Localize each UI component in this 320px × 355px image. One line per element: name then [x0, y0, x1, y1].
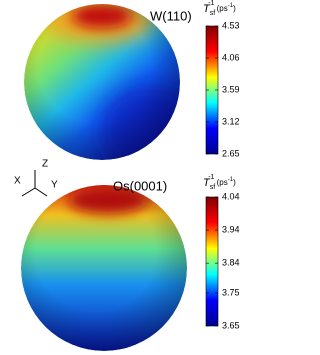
colorbar-label: Tsf -1 (ps-1) [203, 0, 236, 17]
colorbar-tick-label: 4.53 [222, 20, 240, 30]
colorbar-tick-label: 3.59 [222, 84, 240, 94]
colorbar-label-part: T [203, 3, 211, 15]
colorbar-label-part: sf [210, 184, 216, 191]
colorbar-label-part: -1 [208, 0, 214, 7]
panel-title: W(110) [150, 8, 192, 23]
colorbar-label-part: (ps [214, 4, 227, 13]
colorbar-label-part: -1 [228, 177, 234, 183]
colorbar-tick-label: 3.12 [222, 116, 240, 126]
colorbar-tick-label: 4.04 [222, 191, 240, 201]
sphere-top [24, 4, 180, 160]
colorbar-tick-label: 3.65 [222, 320, 240, 330]
colorbar-label-part: T [203, 177, 211, 189]
colorbar-tick-label: 4.06 [222, 52, 240, 62]
colorbar-label-part: (ps [214, 178, 227, 187]
colorbar-tick-label: 3.84 [222, 258, 240, 268]
axis-label-y: Y [51, 180, 58, 191]
axes-triad [21, 170, 48, 197]
colorbar-label-part: ) [233, 178, 236, 187]
colorbar-label-part: ) [233, 4, 236, 13]
colorbar-label-part: sf [210, 10, 216, 17]
panel-title: Os(0001) [113, 178, 167, 193]
colorbar-label-part: -1 [228, 3, 234, 9]
sphere-bottom [21, 185, 187, 351]
axis-label-z: Z [42, 159, 48, 170]
colorbar-tick-label: 3.75 [222, 287, 240, 297]
colorbar-tick-label: 2.65 [222, 148, 240, 158]
colorbar-tick-label: 3.94 [222, 224, 240, 234]
colorbar-label: Tsf -1 (ps-1) [203, 174, 236, 191]
colorbar-label-part: -1 [208, 174, 214, 181]
axis-label-x: X [14, 176, 21, 187]
colorbar [205, 196, 219, 327]
figure: Z X Y W(110) 4.53 4.06 3.59 3.12 2.65 Tsf -1 (p… [14, 0, 240, 351]
